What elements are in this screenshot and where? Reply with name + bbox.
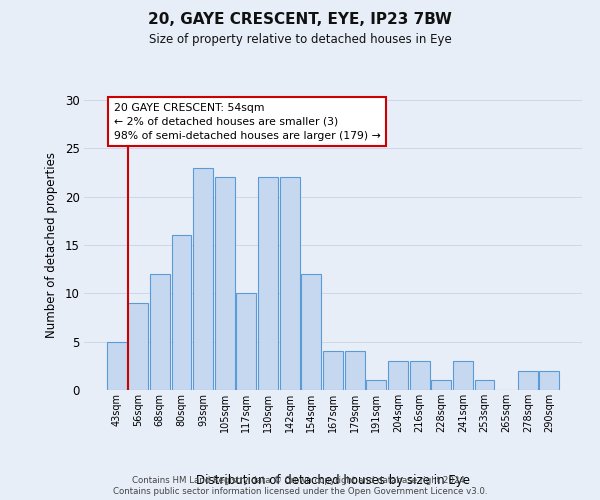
Y-axis label: Number of detached properties: Number of detached properties [45,152,58,338]
Bar [344,352,365,390]
Bar [388,361,408,390]
Bar [215,178,235,390]
Bar [475,380,494,390]
Bar [410,361,430,390]
Bar [236,294,256,390]
Text: 20 GAYE CRESCENT: 54sqm
← 2% of detached houses are smaller (3)
98% of semi-deta: 20 GAYE CRESCENT: 54sqm ← 2% of detached… [114,103,380,141]
Bar [107,342,127,390]
Text: Size of property relative to detached houses in Eye: Size of property relative to detached ho… [149,32,451,46]
Bar [518,370,538,390]
Bar [150,274,170,390]
Bar [453,361,473,390]
Bar [280,178,299,390]
Bar [193,168,213,390]
Bar [539,370,559,390]
Bar [172,236,191,390]
Text: Contains HM Land Registry data © Crown copyright and database right 2024.: Contains HM Land Registry data © Crown c… [132,476,468,485]
X-axis label: Distribution of detached houses by size in Eye: Distribution of detached houses by size … [196,474,470,487]
Bar [128,303,148,390]
Text: 20, GAYE CRESCENT, EYE, IP23 7BW: 20, GAYE CRESCENT, EYE, IP23 7BW [148,12,452,28]
Bar [301,274,322,390]
Bar [323,352,343,390]
Bar [258,178,278,390]
Bar [367,380,386,390]
Text: Contains public sector information licensed under the Open Government Licence v3: Contains public sector information licen… [113,487,487,496]
Bar [431,380,451,390]
